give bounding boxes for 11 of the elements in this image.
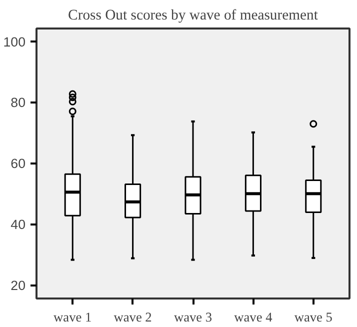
chart-title: Cross Out scores by wave of measurement [68, 8, 318, 24]
y-tick-label: 80 [10, 95, 26, 110]
x-tick-label: wave 3 [174, 310, 212, 324]
x-tick-label: wave 4 [234, 310, 273, 324]
x-tick-label: wave 1 [54, 310, 92, 324]
y-tick-label: 20 [10, 278, 26, 294]
y-tick-label: 100 [3, 34, 26, 50]
y-tick-label: 60 [10, 156, 26, 172]
y-tick-label: 40 [10, 217, 26, 232]
x-tick-label: wave 2 [114, 310, 152, 324]
x-tick-label: wave 5 [294, 310, 333, 324]
